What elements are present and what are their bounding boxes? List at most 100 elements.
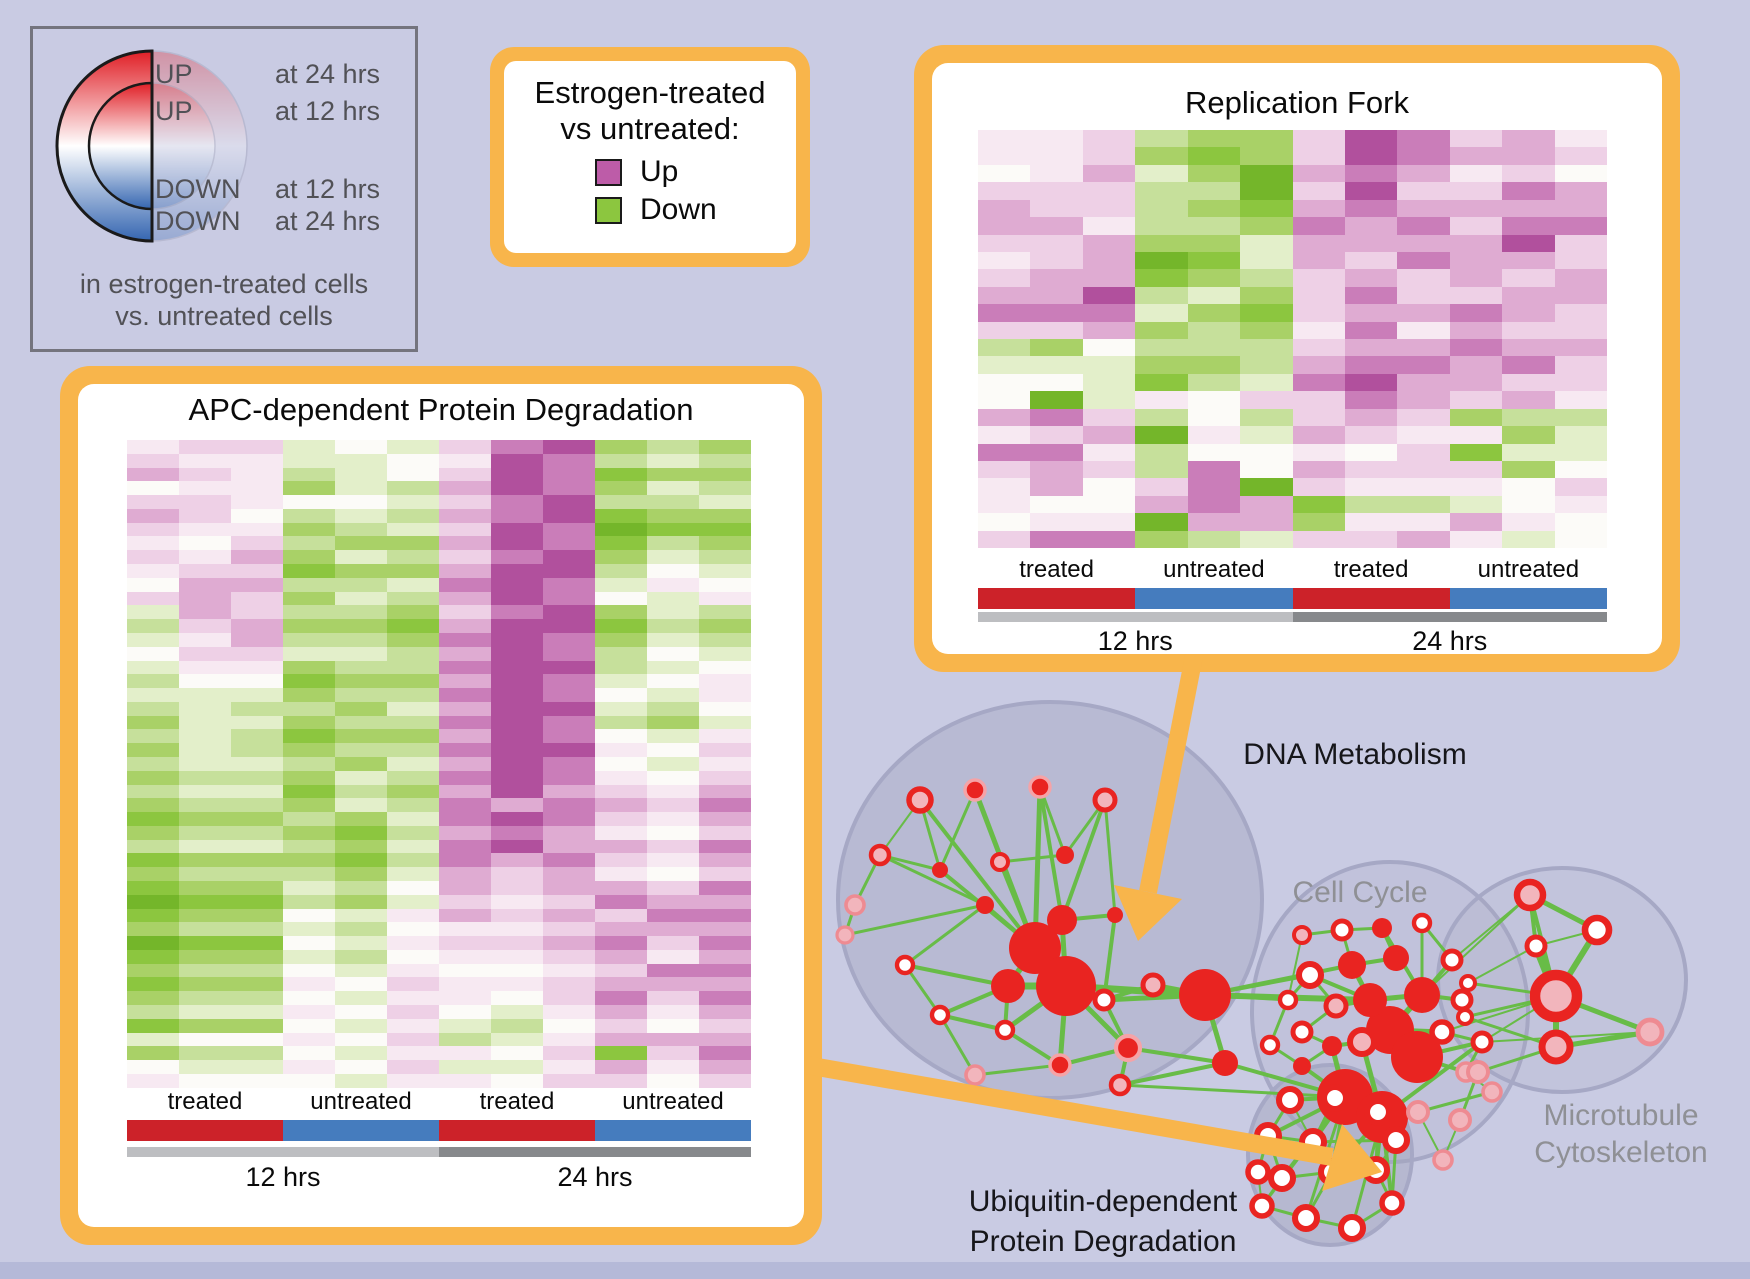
heatmap-cell xyxy=(1502,217,1555,235)
ring-key-down-24-dir: DOWN xyxy=(155,206,241,236)
heatmap-cell xyxy=(387,619,439,633)
heatmap-cell xyxy=(1397,130,1450,148)
heatmap-cell xyxy=(595,977,647,992)
heatmap-row xyxy=(978,217,1608,235)
heatmap-row xyxy=(978,321,1608,340)
heatmap-cell xyxy=(1240,391,1293,409)
heatmap-cell xyxy=(491,1032,543,1047)
heatmap-cell xyxy=(543,1060,595,1074)
heatmap-cell xyxy=(595,453,647,468)
heatmap-cell xyxy=(1502,286,1555,305)
heatmap-cell xyxy=(647,1073,699,1088)
heatmap-cell xyxy=(595,881,647,895)
heatmap-cell xyxy=(283,1046,335,1061)
heatmap-row xyxy=(127,839,751,854)
heatmap-cell xyxy=(1135,391,1188,409)
heatmap-cell xyxy=(283,632,335,647)
heatmap-cell xyxy=(231,1005,283,1019)
heatmap-cell xyxy=(978,130,1031,148)
heatmap-cell xyxy=(1187,164,1241,183)
heatmap-cell xyxy=(335,646,387,661)
heatmap-cell xyxy=(1449,391,1503,409)
heatmap-cell xyxy=(1449,373,1503,392)
heatmap-cell xyxy=(1030,321,1083,340)
heatmap-cell xyxy=(543,646,595,661)
heatmap-cell xyxy=(1449,321,1503,340)
heatmap-cell xyxy=(127,922,179,937)
heatmap-cell xyxy=(1292,147,1345,165)
heatmap-cell xyxy=(283,440,335,454)
cluster-label-ubiquitin-degradation: Ubiquitin-dependent Protein Degradation xyxy=(968,1185,1238,1258)
heatmap-cell xyxy=(179,1032,231,1047)
heatmap-cell xyxy=(543,701,595,716)
heatmap-cell xyxy=(1082,147,1136,165)
heatmap-cell xyxy=(439,674,491,689)
heatmap-cell xyxy=(1082,251,1136,270)
heatmap-cell xyxy=(1449,339,1503,357)
heatmap-cell xyxy=(231,853,283,868)
heatmap-cell xyxy=(387,1060,439,1074)
heatmap-cell xyxy=(699,619,751,633)
heatmap-cell xyxy=(127,743,179,757)
heatmap-row xyxy=(127,536,751,551)
heatmap-cell xyxy=(1397,373,1450,392)
network-node xyxy=(1353,983,1387,1017)
sample-group-label: treated xyxy=(167,1088,243,1115)
heatmap-cell xyxy=(231,508,283,523)
network-node xyxy=(1538,1029,1574,1065)
ring-key-footer-1: in estrogen-treated cells xyxy=(79,269,369,299)
heatmap-cell xyxy=(595,756,647,771)
heatmap-cell xyxy=(231,1060,283,1074)
heatmap-cell xyxy=(647,660,699,675)
heatmap-cell xyxy=(491,908,543,923)
heatmap-cell xyxy=(231,991,283,1006)
heatmap-cell xyxy=(439,1018,491,1033)
heatmap-cell xyxy=(179,867,231,881)
heatmap-cell xyxy=(543,660,595,675)
heatmap-cell xyxy=(1554,478,1608,496)
network-edge xyxy=(1060,799,1107,921)
heatmap-cell xyxy=(439,881,491,895)
heatmap-cell xyxy=(387,1046,439,1061)
heatmap-cell xyxy=(439,743,491,757)
heatmap-cell xyxy=(231,894,283,909)
heatmap-cell xyxy=(595,991,647,1006)
heatmap-cell xyxy=(335,977,387,992)
heatmap-cell xyxy=(1344,130,1398,148)
heatmap-row xyxy=(127,867,751,881)
heatmap-cell xyxy=(231,949,283,964)
heatmap-cell xyxy=(335,1046,387,1061)
heatmap-cell xyxy=(335,991,387,1006)
heatmap-cell xyxy=(179,688,231,702)
network-node xyxy=(1581,914,1613,946)
heatmap-cell xyxy=(179,605,231,620)
rf-treated-untreated-bar xyxy=(978,588,1607,609)
heatmap-cell xyxy=(231,908,283,923)
network-node xyxy=(1323,993,1349,1019)
network-edge xyxy=(844,903,986,937)
heatmap-cell xyxy=(491,453,543,468)
heatmap-row xyxy=(978,391,1608,409)
heatmap-cell xyxy=(491,949,543,964)
heatmap-cell xyxy=(647,1060,699,1074)
heatmap-cell xyxy=(387,1073,439,1088)
heatmap-cell xyxy=(127,936,179,950)
arrow-stem-apc-panel-to-ubiquitin xyxy=(804,1056,1334,1166)
heatmap-cell xyxy=(179,825,231,840)
heatmap-cell xyxy=(647,619,699,633)
heatmap-cell xyxy=(1344,286,1398,305)
heatmap-cell xyxy=(387,701,439,716)
legend-item-down: Down xyxy=(595,193,717,227)
heatmap-cell xyxy=(283,536,335,551)
heatmap-cell xyxy=(491,564,543,578)
cluster-label-cell-cycle: Cell Cycle xyxy=(1292,876,1428,909)
heatmap-cell xyxy=(1030,339,1083,357)
heatmap-cell xyxy=(1502,321,1555,340)
network-node xyxy=(1295,960,1325,990)
heatmap-cell xyxy=(699,894,751,909)
heatmap-cell xyxy=(1187,130,1241,148)
heatmap-cell xyxy=(283,743,335,757)
heatmap-cell xyxy=(283,715,335,730)
heatmap-cell xyxy=(127,591,179,606)
heatmap-cell xyxy=(647,1005,699,1019)
